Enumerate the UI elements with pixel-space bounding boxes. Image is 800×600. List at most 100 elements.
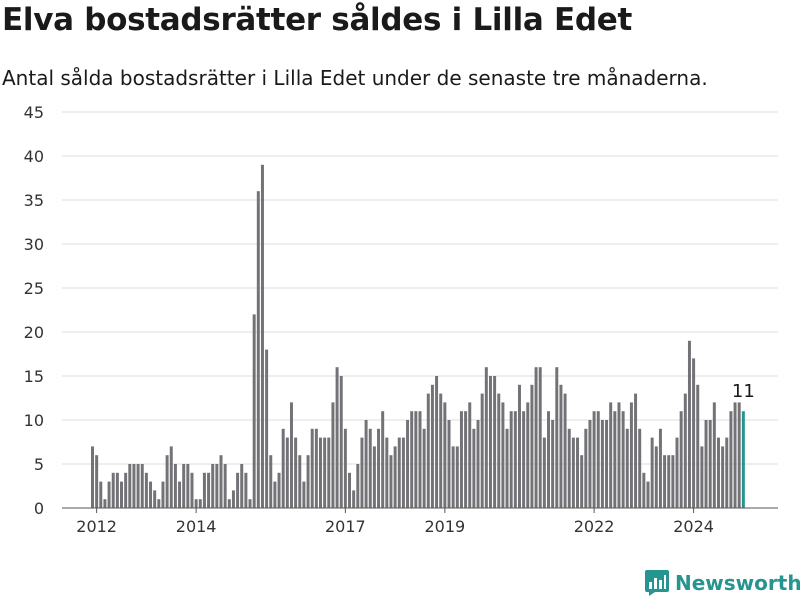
- y-tick-label: 5: [34, 455, 44, 474]
- bar: [406, 420, 410, 508]
- bar: [294, 437, 298, 508]
- bar: [289, 402, 293, 508]
- y-tick-label: 15: [24, 367, 44, 386]
- bar: [716, 437, 720, 508]
- bar: [542, 437, 546, 508]
- bar: [211, 464, 215, 508]
- bar: [277, 472, 281, 508]
- bar: [186, 464, 190, 508]
- newsworthy-logo-icon: [645, 570, 669, 596]
- bar: [356, 464, 360, 508]
- bar: [493, 376, 497, 508]
- bar: [381, 411, 385, 508]
- bar: [310, 428, 314, 508]
- bar: [124, 472, 128, 508]
- bar: [115, 472, 119, 508]
- bar: [584, 428, 588, 508]
- bar: [700, 446, 704, 508]
- bar: [505, 428, 509, 508]
- bar: [650, 437, 654, 508]
- bar: [149, 481, 153, 508]
- bar: [377, 428, 381, 508]
- bar: [634, 393, 638, 508]
- bar: [389, 455, 393, 508]
- bar: [517, 384, 521, 508]
- bar: [509, 411, 513, 508]
- bar: [580, 455, 584, 508]
- bar: [658, 428, 662, 508]
- bar: [265, 349, 269, 508]
- bar: [559, 384, 563, 508]
- bar: [298, 455, 302, 508]
- x-tick-label: 2014: [176, 517, 217, 536]
- bar: [323, 437, 327, 508]
- bar: [136, 464, 140, 508]
- bar: [696, 384, 700, 508]
- y-tick-label: 25: [24, 279, 44, 298]
- bar: [418, 411, 422, 508]
- bar: [522, 411, 526, 508]
- bar: [725, 437, 729, 508]
- y-tick-label: 35: [24, 191, 44, 210]
- bar: [397, 437, 401, 508]
- y-tick-label: 30: [24, 235, 44, 254]
- bar: [737, 402, 741, 508]
- bar: [513, 411, 517, 508]
- bar: [227, 499, 231, 508]
- bar: [236, 472, 240, 508]
- bar: [671, 455, 675, 508]
- bar: [202, 472, 206, 508]
- bar: [476, 420, 480, 508]
- bar: [613, 411, 617, 508]
- bar: [692, 358, 696, 508]
- bar: [472, 428, 476, 508]
- bar: [244, 472, 248, 508]
- bar: [459, 411, 463, 508]
- bar: [343, 428, 347, 508]
- y-tick-label: 40: [24, 147, 44, 166]
- x-tick-label: 2019: [425, 517, 466, 536]
- y-tick-label: 45: [24, 103, 44, 122]
- bar: [538, 367, 542, 508]
- bar: [480, 393, 484, 508]
- brand-logo: Newsworthy: [645, 570, 800, 596]
- bar: [231, 490, 235, 508]
- bar: [642, 472, 646, 508]
- bar: [592, 411, 596, 508]
- y-tick-label: 10: [24, 411, 44, 430]
- y-tick-label: 0: [34, 499, 44, 518]
- bar: [414, 411, 418, 508]
- bar: [447, 420, 451, 508]
- bar: [675, 437, 679, 508]
- bar: [526, 402, 530, 508]
- highlighted-bar: [741, 411, 745, 508]
- y-tick-label: 20: [24, 323, 44, 342]
- bar: [455, 446, 459, 508]
- x-tick-label: 2024: [673, 517, 714, 536]
- bar: [368, 428, 372, 508]
- bar: [219, 455, 223, 508]
- bar: [169, 446, 173, 508]
- bar: [173, 464, 177, 508]
- bar: [153, 490, 157, 508]
- bar: [422, 428, 426, 508]
- bar: [223, 464, 227, 508]
- bar: [372, 446, 376, 508]
- bar: [161, 481, 165, 508]
- bar: [621, 411, 625, 508]
- bar: [430, 384, 434, 508]
- bar: [534, 367, 538, 508]
- bar: [182, 464, 186, 508]
- bar: [120, 481, 124, 508]
- bar: [194, 499, 198, 508]
- bar: [600, 420, 604, 508]
- bar: [393, 446, 397, 508]
- bar: [451, 446, 455, 508]
- page-title: Elva bostadsrätter såldes i Lilla Edet: [2, 2, 633, 38]
- bar: [207, 472, 211, 508]
- bar: [629, 402, 633, 508]
- bar: [348, 472, 352, 508]
- bar: [576, 437, 580, 508]
- bar: [464, 411, 468, 508]
- page-subtitle: Antal sålda bostadsrätter i Lilla Edet u…: [2, 66, 708, 90]
